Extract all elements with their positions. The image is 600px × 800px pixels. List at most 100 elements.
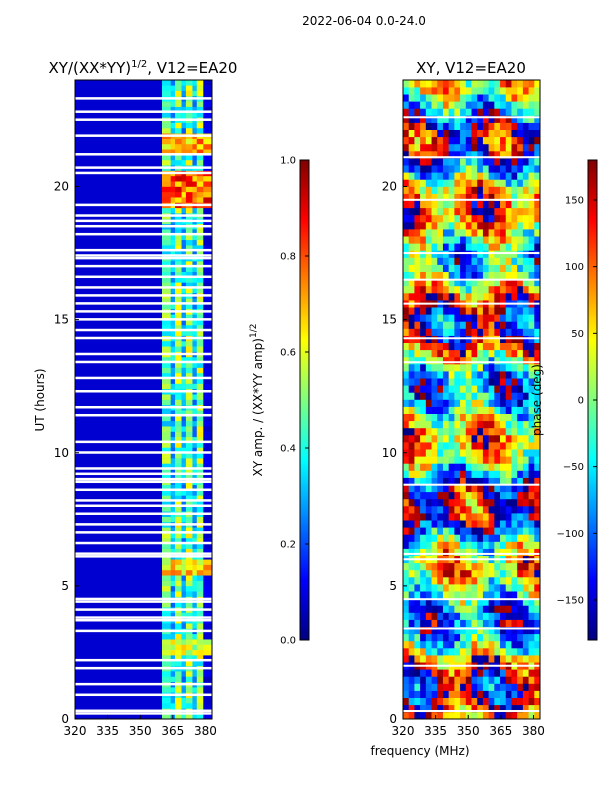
heatmap-cell	[482, 293, 489, 301]
heatmap-cell	[465, 87, 472, 95]
heatmap-cell	[196, 564, 204, 571]
heatmap-cell	[477, 413, 484, 422]
heatmap-cell	[414, 513, 421, 521]
heatmap-cell	[448, 690, 455, 698]
heatmap-cell	[161, 644, 171, 651]
heatmap-cell	[442, 293, 449, 301]
heatmap-cell	[448, 349, 455, 358]
heatmap-cell	[482, 506, 489, 514]
heatmap-cell	[477, 80, 484, 88]
heatmap-cell	[494, 143, 501, 152]
heatmap-cell	[454, 633, 461, 642]
heatmap-cell	[170, 660, 176, 667]
heatmap-cell	[161, 463, 171, 470]
heatmap-cell	[522, 385, 529, 393]
heatmap-cell	[534, 151, 541, 159]
heatmap-cell	[460, 427, 467, 436]
heatmap-cell	[454, 449, 461, 457]
heatmap-cell	[161, 181, 171, 187]
heatmap-cell	[494, 172, 501, 180]
heatmap-cell	[425, 548, 432, 556]
heatmap-cell	[465, 243, 472, 251]
heatmap-cell	[170, 362, 176, 368]
heatmap-cell	[477, 591, 484, 599]
heatmap-cell	[448, 527, 455, 535]
heatmap-cell	[196, 713, 204, 720]
heatmap-cell	[511, 584, 518, 592]
heatmap-cell	[517, 321, 524, 329]
heatmap-cell	[477, 285, 484, 294]
heatmap-cell	[437, 385, 444, 393]
heatmap-cell	[437, 293, 444, 301]
heatmap-cell	[425, 605, 432, 613]
flagged-row	[75, 440, 212, 444]
heatmap-cell	[488, 648, 495, 656]
heatmap-cell	[528, 271, 535, 280]
heatmap-cell	[175, 601, 182, 608]
heatmap-cell	[185, 277, 193, 283]
heatmap-cell	[170, 266, 176, 272]
heatmap-cell	[528, 101, 535, 109]
heatmap-cell	[511, 591, 518, 599]
heatmap-cell	[482, 278, 489, 287]
flagged-row	[75, 693, 212, 697]
heatmap-cell	[511, 470, 518, 478]
heatmap-cell	[454, 562, 461, 571]
heatmap-cell	[403, 243, 410, 251]
heatmap-cell	[420, 442, 427, 450]
heatmap-cell	[431, 285, 438, 294]
heatmap-cell	[534, 328, 541, 336]
heatmap-cell	[175, 330, 182, 336]
y-tick-label: 5	[61, 579, 69, 593]
heatmap-cell	[482, 704, 489, 713]
heatmap-cell	[511, 179, 518, 187]
heatmap-cell	[505, 640, 512, 649]
heatmap-cell	[170, 484, 176, 491]
heatmap-cell	[437, 236, 444, 244]
heatmap-cell	[431, 356, 438, 365]
heatmap-cell	[522, 364, 529, 372]
heatmap-cell	[448, 413, 455, 422]
heatmap-cell	[494, 435, 501, 443]
heatmap-cell	[170, 580, 176, 587]
heatmap-cell	[192, 111, 198, 118]
heatmap-cell	[488, 143, 495, 152]
heatmap-cell	[500, 385, 507, 393]
heatmap-cell	[170, 399, 176, 406]
heatmap-cell	[414, 577, 421, 585]
flagged-row	[75, 531, 212, 534]
heatmap-cell	[454, 690, 461, 698]
heatmap-cell	[448, 491, 455, 500]
heatmap-cell	[203, 474, 213, 480]
heatmap-cell	[196, 229, 204, 235]
heatmap-cell	[488, 449, 495, 457]
heatmap-cell	[528, 683, 535, 691]
heatmap-cell	[534, 172, 541, 180]
heatmap-cell	[408, 392, 415, 400]
heatmap-cell	[437, 619, 444, 627]
heatmap-cell	[185, 287, 193, 294]
heatmap-cell	[425, 683, 432, 691]
heatmap-cell	[517, 569, 524, 578]
heatmap-cell	[528, 633, 535, 642]
heatmap-cell	[448, 307, 455, 315]
heatmap-cell	[460, 158, 467, 166]
heatmap-cell	[471, 229, 478, 237]
heatmap-cell	[170, 122, 176, 129]
heatmap-cell	[500, 158, 507, 166]
heatmap-cell	[448, 264, 455, 272]
heatmap-cell	[488, 406, 495, 414]
heatmap-cell	[203, 138, 213, 145]
heatmap-cell	[488, 704, 495, 713]
heatmap-cell	[494, 569, 501, 578]
heatmap-cell	[170, 543, 176, 549]
heatmap-cell	[403, 136, 410, 145]
heatmap-cell	[511, 214, 518, 223]
heatmap-cell	[192, 447, 198, 454]
heatmap-cell	[437, 335, 444, 343]
heatmap-cell	[482, 648, 489, 656]
heatmap-cell	[477, 378, 484, 386]
heatmap-cell	[500, 420, 507, 429]
heatmap-cell	[477, 179, 484, 187]
heatmap-cell	[196, 122, 204, 129]
